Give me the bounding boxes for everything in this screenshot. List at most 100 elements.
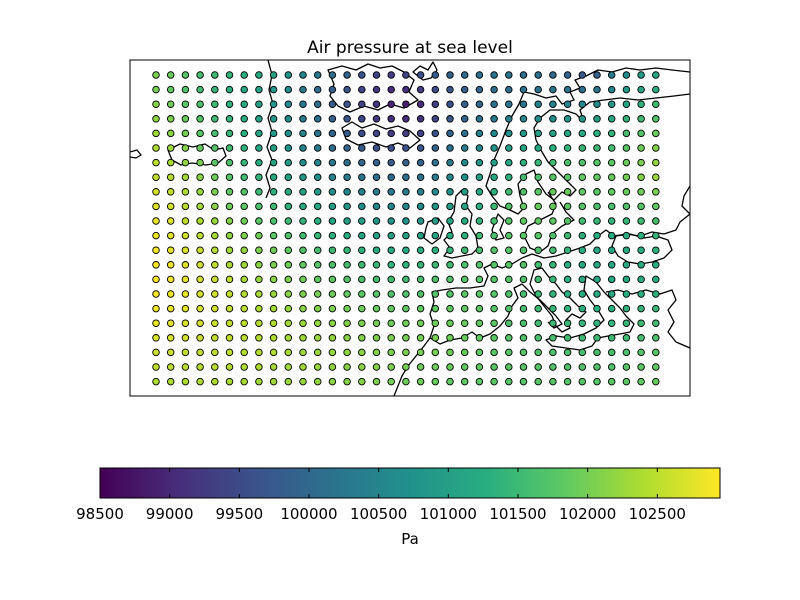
- coastline-italy: [529, 267, 587, 333]
- scatter-point: [358, 188, 366, 196]
- scatter-point: [240, 348, 248, 357]
- scatter-point: [211, 275, 219, 284]
- scatter-point: [578, 334, 587, 342]
- scatter-point: [358, 85, 366, 94]
- scatter-point: [490, 304, 498, 313]
- scatter-point: [593, 261, 601, 269]
- scatter-point: [578, 188, 587, 196]
- scatter-point: [211, 231, 219, 240]
- scatter-point: [490, 246, 498, 254]
- scatter-point: [519, 275, 528, 284]
- scatter-point: [313, 144, 322, 152]
- scatter-point: [549, 363, 557, 371]
- scatter-point: [225, 188, 234, 196]
- scatter-point: [255, 115, 263, 123]
- scatter-point: [328, 231, 337, 240]
- scatter-point: [549, 246, 557, 254]
- scatter-point: [313, 217, 322, 225]
- scatter-point: [372, 261, 381, 269]
- scatter-point: [505, 319, 513, 327]
- scatter-point: [446, 202, 454, 211]
- scatter-point: [343, 377, 351, 386]
- scatter-point: [593, 246, 601, 254]
- plot-background: [130, 60, 690, 396]
- scatter-point: [240, 246, 248, 254]
- scatter-point: [652, 129, 660, 138]
- scatter-point: [166, 275, 175, 284]
- scatter-point: [299, 71, 307, 79]
- scatter-point: [343, 290, 351, 298]
- scatter-point: [402, 71, 410, 79]
- scatter-point: [284, 129, 293, 138]
- scatter-point: [240, 290, 248, 298]
- scatter-point: [505, 348, 513, 357]
- scatter-point: [431, 115, 440, 123]
- scatter-point: [387, 71, 395, 79]
- scatter-point: [563, 188, 572, 196]
- scatter-point: [549, 231, 557, 240]
- scatter-point: [313, 71, 322, 79]
- scatter-point: [578, 319, 587, 327]
- scatter-point: [358, 173, 366, 181]
- scatter-point: [622, 290, 631, 298]
- scatter-point: [607, 188, 616, 196]
- scatter-point: [152, 173, 160, 181]
- scatter-point: [534, 246, 542, 254]
- scatter-point: [622, 115, 631, 123]
- scatter-point: [578, 129, 587, 138]
- scatter-point: [284, 290, 293, 298]
- scatter-point: [240, 217, 248, 225]
- scatter-point: [578, 231, 587, 240]
- scatter-point: [490, 290, 498, 298]
- scatter-point: [652, 231, 660, 240]
- scatter-point: [446, 100, 454, 108]
- scatter-point: [446, 217, 454, 225]
- scatter-point: [328, 348, 337, 357]
- scatter-point: [152, 115, 160, 123]
- scatter-point: [534, 377, 542, 386]
- scatter-point: [313, 334, 322, 342]
- scatter-point: [225, 100, 234, 108]
- scatter-point: [328, 334, 337, 342]
- scatter-point: [593, 188, 601, 196]
- scatter-point: [519, 158, 528, 167]
- scatter-point: [255, 348, 263, 357]
- scatter-point: [416, 231, 425, 240]
- scatter-point: [211, 158, 219, 167]
- scatter-point: [490, 129, 498, 138]
- scatter-point: [505, 217, 513, 225]
- coastline-iceland: [167, 143, 227, 166]
- scatter-point: [505, 85, 513, 94]
- colorbar-gradient: [99, 467, 721, 499]
- scatter-point: [372, 348, 381, 357]
- scatter-point: [519, 261, 528, 269]
- scatter-point: [328, 377, 337, 386]
- scatter-point: [431, 304, 440, 313]
- scatter-point: [211, 115, 219, 123]
- scatter-point: [255, 129, 263, 138]
- scatter-point: [255, 173, 263, 181]
- scatter-point: [284, 231, 293, 240]
- colorbar-label: Pa: [401, 530, 419, 548]
- scatter-point: [387, 217, 395, 225]
- scatter-point: [431, 275, 440, 284]
- scatter-point: [387, 319, 395, 327]
- scatter-point: [166, 304, 175, 313]
- scatter-point: [358, 115, 366, 123]
- scatter-point: [534, 348, 542, 357]
- scatter-point: [460, 158, 469, 167]
- scatter-point: [475, 304, 484, 313]
- scatter-point: [637, 348, 645, 357]
- scatter-point: [431, 217, 440, 225]
- scatter-point: [490, 275, 498, 284]
- scatter-point: [402, 319, 410, 327]
- scatter-point: [343, 348, 351, 357]
- scatter-point: [284, 173, 293, 181]
- scatter-point: [328, 304, 337, 313]
- scatter-point: [490, 144, 498, 152]
- scatter-point: [152, 129, 160, 138]
- scatter-point: [240, 334, 248, 342]
- scatter-point: [181, 377, 190, 386]
- scatter-point: [211, 334, 219, 342]
- scatter-point: [328, 319, 337, 327]
